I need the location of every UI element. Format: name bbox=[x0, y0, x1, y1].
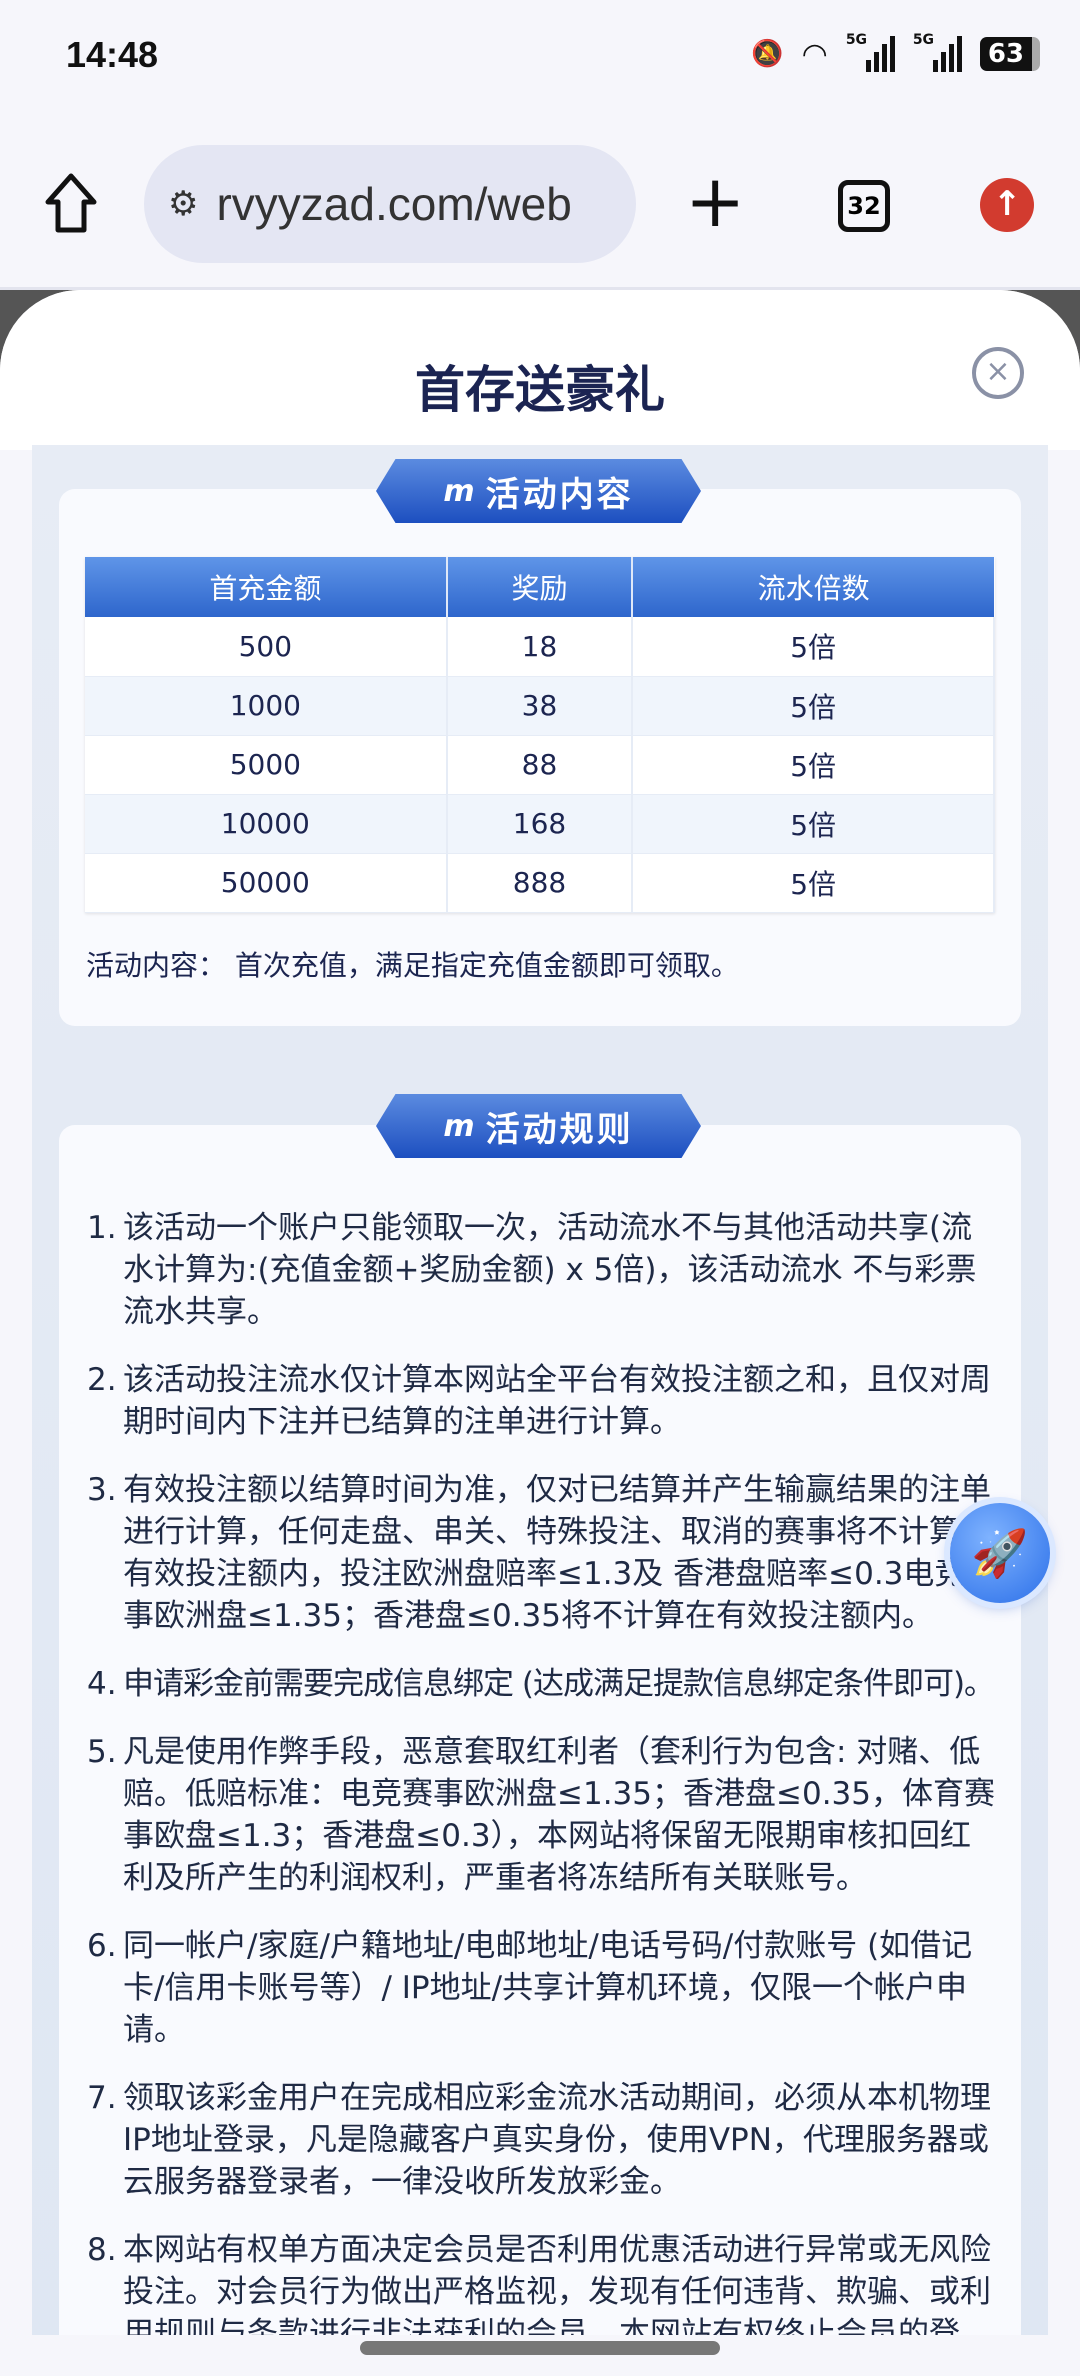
table-row: 10000 168 5倍 bbox=[85, 794, 995, 854]
site-settings-icon[interactable]: ⚙ bbox=[168, 184, 199, 224]
update-icon[interactable]: ↑ bbox=[980, 178, 1034, 232]
table-row: 5000 88 5倍 bbox=[85, 735, 995, 795]
cell: 888 bbox=[446, 853, 634, 913]
rules-list: 1. 该活动一个账户只能领取一次，活动流水不与其他活动共享(流水计算为:(充值金额… bbox=[87, 1207, 997, 2335]
cell: 168 bbox=[446, 794, 634, 854]
banner-label: 活动内容 bbox=[485, 474, 634, 515]
list-item: 7. 领取该彩金用户在完成相应彩金流水活动期间，必须从本机物理IP地址登录，凡是隐… bbox=[87, 2080, 991, 2200]
list-item: 3. 有效投注额以结算时间为准，仅对已结算并产生输赢结果的注单进行计算，任何走盘、… bbox=[87, 1472, 997, 1634]
cell: 5倍 bbox=[632, 853, 995, 913]
tab-switcher-button[interactable]: 32 bbox=[838, 180, 890, 232]
banner-label: 活动规则 bbox=[485, 1109, 634, 1150]
section-banner: m 活动规则 bbox=[376, 1094, 701, 1158]
brand-logo-icon: m bbox=[443, 473, 478, 509]
gesture-bar[interactable] bbox=[360, 2341, 720, 2355]
cell: 5倍 bbox=[632, 735, 995, 795]
column-header: 首充金额 bbox=[85, 557, 448, 617]
list-item: 2. 该活动投注流水仅计算本网站全平台有效投注额之和，且仅对周期时间内下注并已结算… bbox=[87, 1362, 991, 1440]
cell: 18 bbox=[446, 617, 634, 677]
promo-modal: 首存送豪礼 × 首充金额 奖励 流水倍数 500 18 5倍 1000 38 5倍 50… bbox=[0, 290, 1080, 2376]
browser-header: 14:48 🔕 ◠ 5G 5G 63 ⚙ rvyyzad.com/web + 3… bbox=[0, 0, 1080, 290]
cell: 500 bbox=[85, 617, 448, 677]
list-item: 5. 凡是使用作弊手段，恶意套取红利者（套利行为包含: 对赌、低赔。低赔标准：电竞… bbox=[87, 1734, 995, 1896]
list-item: 1. 该活动一个账户只能领取一次，活动流水不与其他活动共享(流水计算为:(充值金额… bbox=[87, 1210, 977, 1330]
column-header: 奖励 bbox=[446, 557, 634, 617]
new-tab-button[interactable]: + bbox=[685, 159, 746, 243]
column-header: 流水倍数 bbox=[632, 557, 994, 617]
table-row: 1000 38 5倍 bbox=[85, 676, 995, 736]
brand-logo-icon: m bbox=[443, 1108, 478, 1144]
cell: 5倍 bbox=[632, 676, 995, 736]
url-text[interactable]: rvyyzad.com/web bbox=[216, 178, 572, 230]
battery-icon: 63 bbox=[979, 37, 1040, 71]
cell: 5倍 bbox=[632, 617, 995, 677]
bell-muted-icon: 🔕 bbox=[751, 39, 784, 69]
wifi-icon: ◠ bbox=[801, 36, 828, 72]
cell: 1000 bbox=[85, 676, 448, 736]
status-time: 14:48 bbox=[66, 34, 159, 75]
cell: 38 bbox=[446, 676, 634, 736]
cell: 88 bbox=[446, 735, 634, 795]
promo-content[interactable]: 首充金额 奖励 流水倍数 500 18 5倍 1000 38 5倍 5000 88 5倍 1… bbox=[32, 445, 1048, 2335]
close-icon[interactable]: × bbox=[972, 347, 1024, 399]
cell: 50000 bbox=[85, 853, 448, 913]
table-row: 500 18 5倍 bbox=[85, 617, 995, 677]
activity-rules-card: 1. 该活动一个账户只能领取一次，活动流水不与其他活动共享(流水计算为:(充值金额… bbox=[59, 1125, 1021, 2335]
table-row: 50000 888 5倍 bbox=[85, 853, 995, 913]
bonus-table: 首充金额 奖励 流水倍数 500 18 5倍 1000 38 5倍 5000 88 5倍 1… bbox=[85, 557, 995, 913]
rocket-float-button[interactable]: 🚀 bbox=[950, 1503, 1050, 1603]
activity-note: 活动内容： 首次充值，满足指定充值金额即可领取。 bbox=[86, 949, 739, 982]
address-bar[interactable]: ⚙ rvyyzad.com/web bbox=[144, 145, 636, 263]
cell: 10000 bbox=[85, 794, 448, 854]
list-item: 8. 本网站有权单方面决定会员是否利用优惠活动进行异常或无风险投注。对会员行为做出… bbox=[87, 2232, 991, 2335]
table-header-row: 首充金额 奖励 流水倍数 bbox=[85, 557, 994, 617]
signal-icon: 5G bbox=[846, 32, 895, 72]
modal-title: 首存送豪礼 bbox=[415, 361, 665, 419]
home-icon[interactable] bbox=[44, 172, 98, 234]
list-item: 6. 同一帐户/家庭/户籍地址/电邮地址/电话号码/付款账号 (如借记卡/信用卡账… bbox=[87, 1928, 973, 2048]
cell: 5倍 bbox=[632, 794, 995, 854]
activity-content-card: 首充金额 奖励 流水倍数 500 18 5倍 1000 38 5倍 5000 88 5倍 1… bbox=[59, 489, 1021, 1026]
signal-icon: 5G bbox=[913, 32, 962, 72]
list-item: 4. 申请彩金前需要完成信息绑定 (达成满足提款信息绑定条件即可)。 bbox=[87, 1666, 995, 1702]
status-icons: 🔕 ◠ 5G 5G 63 bbox=[751, 32, 1040, 72]
section-banner: m 活动内容 bbox=[376, 459, 701, 523]
cell: 5000 bbox=[85, 735, 448, 795]
